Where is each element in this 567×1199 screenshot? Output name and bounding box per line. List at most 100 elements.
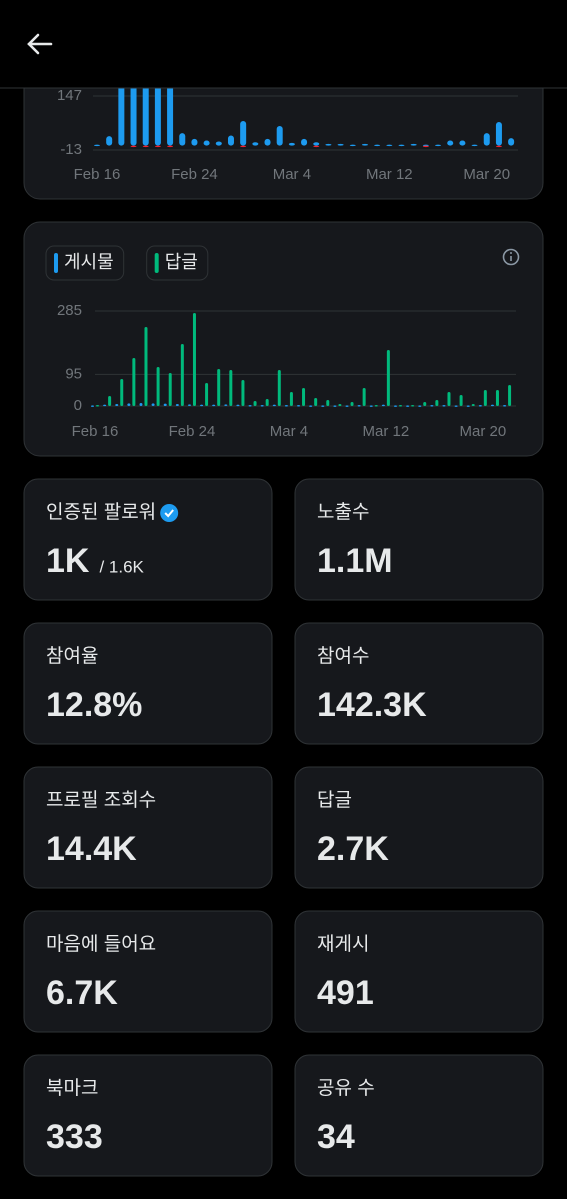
stat-label: 마음에 들어요 xyxy=(46,933,156,955)
legend-item[interactable]: 게시물 xyxy=(45,245,125,281)
bar xyxy=(215,141,222,146)
bar xyxy=(490,404,494,407)
bar xyxy=(265,399,269,406)
y-tick-label: 285 xyxy=(57,302,82,319)
legend-pill xyxy=(45,245,125,281)
bar xyxy=(142,145,149,148)
bar xyxy=(205,383,209,406)
legend-pill xyxy=(146,245,209,281)
bar xyxy=(272,404,276,407)
y-tick-label: -13 xyxy=(60,141,82,158)
stat-label: 노출수 xyxy=(317,501,369,523)
bar xyxy=(154,145,161,148)
bar xyxy=(156,367,160,406)
chart-card xyxy=(23,221,544,457)
bar xyxy=(248,405,252,407)
bar xyxy=(495,145,502,148)
bar xyxy=(361,143,368,146)
stat-value: 142.3K xyxy=(317,686,427,724)
bar xyxy=(459,140,466,146)
bar xyxy=(96,405,99,407)
verified-badge xyxy=(160,504,179,522)
bar xyxy=(192,313,196,406)
bar xyxy=(94,144,100,147)
bar xyxy=(495,121,502,146)
bar xyxy=(284,405,288,407)
stat-value: 1K xyxy=(46,542,90,580)
stat-value: 333 xyxy=(46,1118,103,1156)
bar xyxy=(422,145,429,148)
bar xyxy=(503,405,507,407)
stat-label: 북마크 xyxy=(46,1077,98,1099)
bar xyxy=(91,405,94,407)
stat-card xyxy=(294,1054,544,1177)
stat-card xyxy=(23,766,273,889)
bar xyxy=(386,350,390,406)
bar xyxy=(212,404,216,407)
stat-cards: 인증된 팔로워 1K / 1.6K 노출수 1.1M 참여율 12.8% 참여수 142.3K 프… xyxy=(23,478,544,1177)
bar xyxy=(217,369,221,406)
bar xyxy=(418,405,422,407)
bar xyxy=(478,405,482,407)
stat-label: 참여율 xyxy=(46,645,98,667)
bar xyxy=(447,392,451,406)
stat-value: 6.7K xyxy=(46,974,118,1012)
back-button[interactable] xyxy=(27,33,53,55)
y-tick-label: 95 xyxy=(65,365,82,382)
bar xyxy=(350,402,354,406)
bar xyxy=(398,144,405,147)
legend-swatch xyxy=(154,253,159,273)
stat-card xyxy=(294,766,544,889)
stat-card xyxy=(23,478,273,601)
legend-label: 답글 xyxy=(165,252,198,272)
stat-card xyxy=(23,910,273,1033)
bar xyxy=(369,405,373,407)
bar xyxy=(337,143,344,146)
verified-check xyxy=(164,509,174,518)
bar xyxy=(309,405,313,407)
legend-swatch xyxy=(54,253,58,273)
chart-2: 0 95 285 Feb 16 Feb 24 Mar 4 Mar 12 Mar 20 게시물 답글 xyxy=(45,245,516,440)
bar xyxy=(471,404,475,406)
bar xyxy=(163,403,167,406)
bar xyxy=(103,404,107,407)
bar xyxy=(144,327,148,406)
stat-card xyxy=(23,1054,273,1177)
bar xyxy=(130,145,137,148)
bar xyxy=(120,379,124,406)
bar xyxy=(108,396,112,406)
x-tick-label: Mar 4 xyxy=(270,423,308,440)
stat-label: 답글 xyxy=(317,789,352,811)
stat-value: 491 xyxy=(317,974,374,1012)
bar xyxy=(264,138,271,146)
stat-value: 1.1M xyxy=(317,542,393,580)
bar xyxy=(362,388,366,406)
stat-card xyxy=(23,622,273,745)
x-tick-label: Feb 16 xyxy=(72,423,119,440)
legend-item[interactable]: 답글 xyxy=(146,245,209,281)
header xyxy=(0,0,567,88)
bar xyxy=(423,402,427,406)
stat-value: 34 xyxy=(317,1118,355,1156)
bar xyxy=(349,144,356,147)
bar xyxy=(345,405,349,407)
stat-card xyxy=(294,910,544,1033)
stat-total: / 1.6K xyxy=(99,557,144,576)
x-tick-label: Mar 20 xyxy=(463,166,510,183)
bar xyxy=(313,142,320,146)
stat-label: 프로필 조회수 xyxy=(46,789,156,811)
stat-value: 14.4K xyxy=(46,830,137,868)
stat-label: 재게시 xyxy=(317,933,369,955)
bar xyxy=(442,405,446,407)
info-icon[interactable] xyxy=(502,248,520,266)
stat-label: 공유 수 xyxy=(317,1078,375,1099)
bar xyxy=(374,405,378,407)
bar xyxy=(454,405,458,407)
bar xyxy=(224,404,228,406)
bar xyxy=(447,140,454,146)
stat-card xyxy=(294,622,544,745)
bar xyxy=(252,142,259,146)
x-tick-label: Feb 24 xyxy=(171,166,218,183)
